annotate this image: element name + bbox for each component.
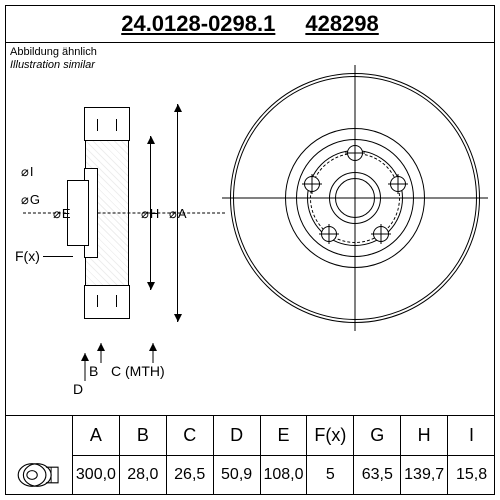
dim-G: G — [21, 192, 40, 208]
dim-H-line — [150, 136, 151, 290]
th-A: A — [73, 416, 120, 456]
part-number-short: 428298 — [305, 11, 378, 37]
th-B: B — [120, 416, 167, 456]
td-B: 28,0 — [120, 456, 167, 496]
td-H: 139,7 — [401, 456, 448, 496]
td-A: 300,0 — [73, 456, 120, 496]
bolt-hole — [373, 226, 389, 242]
td-Fx: 5 — [307, 456, 354, 496]
bolt-hole — [304, 176, 320, 192]
th-E: E — [261, 416, 308, 456]
dim-A-line — [177, 104, 178, 322]
part-number-long: 24.0128-0298.1 — [121, 11, 275, 37]
th-D: D — [214, 416, 261, 456]
dim-A-arrow-top — [174, 104, 182, 112]
th-H: H — [401, 416, 448, 456]
spec-table: A B C D E F(x) G H I 300,0 28,0 26,5 50,… — [5, 415, 495, 495]
section-view: I G E H A F(x) — [35, 98, 175, 328]
td-G: 63,5 — [354, 456, 401, 496]
disc-icon — [5, 456, 73, 496]
dim-A-arrow-bot — [174, 314, 182, 322]
td-D: 50,9 — [214, 456, 261, 496]
bolt-hole — [390, 176, 406, 192]
dim-Fx: F(x) — [15, 248, 40, 264]
th-C: C — [167, 416, 214, 456]
dim-E: E — [53, 206, 71, 222]
icon-cell-top — [5, 416, 73, 456]
disc-profile — [85, 108, 129, 318]
th-Fx: F(x) — [307, 416, 354, 456]
dim-I: I — [21, 164, 33, 180]
dim-H-arrow-bot — [147, 282, 155, 290]
th-G: G — [354, 416, 401, 456]
th-I: I — [448, 416, 495, 456]
td-I: 15,8 — [448, 456, 495, 496]
header: 24.0128-0298.1 428298 — [5, 5, 495, 43]
brake-disc-icon — [13, 460, 65, 490]
bolt-hole — [321, 226, 337, 242]
bolt-hole — [347, 145, 363, 161]
td-E: 108,0 — [261, 456, 308, 496]
drawing-area: I G E H A F(x) B — [5, 43, 495, 414]
front-view — [230, 73, 480, 323]
td-C: 26,5 — [167, 456, 214, 496]
dim-H-arrow-top — [147, 136, 155, 144]
